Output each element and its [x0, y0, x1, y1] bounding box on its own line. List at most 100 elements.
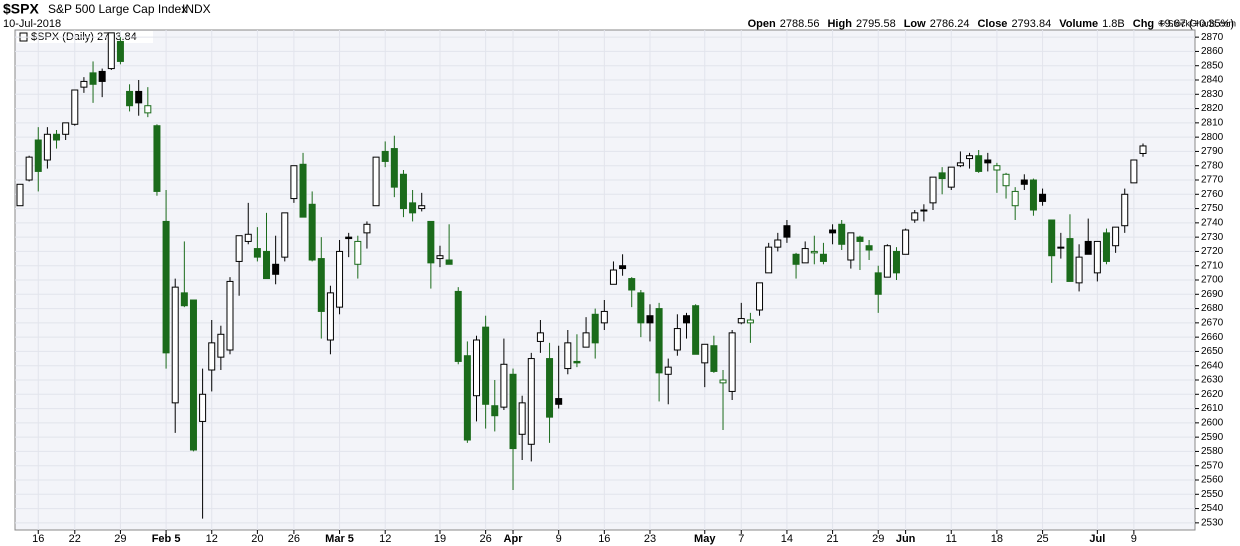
- candle-body: [810, 250, 818, 254]
- y-tick-label: 2820: [1201, 103, 1224, 114]
- x-tick-label: 19: [434, 533, 446, 545]
- candle-body: [682, 315, 690, 324]
- y-tick-label: 2570: [1201, 460, 1224, 471]
- candle-body: [847, 232, 855, 261]
- candle-body: [1057, 246, 1065, 249]
- header-value: 2793.84: [1011, 18, 1051, 30]
- candle-body: [1112, 226, 1120, 247]
- candle-body: [116, 40, 124, 62]
- candle-body: [710, 345, 718, 372]
- candle-body: [600, 310, 608, 324]
- candle-body: [208, 342, 216, 371]
- x-tick-label: 21: [826, 533, 838, 545]
- y-tick-label: 2730: [1201, 232, 1224, 243]
- y-tick-label: 2780: [1201, 160, 1224, 171]
- candle-body: [546, 358, 554, 418]
- y-tick-label: 2580: [1201, 446, 1224, 457]
- x-tick-label: May: [694, 533, 716, 545]
- y-tick-label: 2630: [1201, 375, 1224, 386]
- candle-body: [536, 332, 544, 342]
- candle-body: [372, 156, 380, 207]
- candle-body: [1029, 179, 1037, 211]
- candle-body: [326, 292, 334, 341]
- candle-body: [966, 155, 974, 160]
- candle-body: [217, 333, 225, 358]
- x-tick-label: 25: [1036, 533, 1048, 545]
- x-tick-label: Feb 5: [152, 533, 181, 545]
- x-tick-label: 23: [644, 533, 656, 545]
- candle-body: [701, 343, 709, 364]
- x-tick-label: 26: [288, 533, 300, 545]
- x-tick-label: Mar 5: [325, 533, 354, 545]
- candle-body: [482, 326, 490, 405]
- y-tick-label: 2870: [1201, 32, 1224, 43]
- candle-body: [1139, 145, 1147, 154]
- x-tick-label: 29: [114, 533, 126, 545]
- header-value: +9.67 (+0.35%): [1158, 18, 1234, 30]
- y-tick-label: 2610: [1201, 403, 1224, 414]
- candle-body: [98, 70, 106, 82]
- x-tick-label: 9: [1131, 533, 1137, 545]
- x-tick-label: 18: [991, 533, 1003, 545]
- candle-body: [153, 125, 161, 192]
- candle-body: [317, 258, 325, 312]
- header-label: Low: [904, 18, 926, 30]
- candle-body: [281, 212, 289, 258]
- candle-body: [500, 363, 508, 408]
- candle-body: [993, 165, 1001, 171]
- x-tick-label: 9: [556, 533, 562, 545]
- candle-body: [1084, 240, 1092, 255]
- y-tick-label: 2830: [1201, 89, 1224, 100]
- candle-body: [555, 398, 563, 405]
- candle-body: [418, 205, 426, 210]
- candle-body: [984, 159, 992, 164]
- candle-body: [253, 248, 261, 258]
- candle-body: [1011, 190, 1019, 207]
- x-tick-label: Apr: [504, 533, 524, 545]
- candle-body: [34, 139, 42, 172]
- candle-body: [409, 202, 417, 214]
- candle-body: [874, 272, 882, 295]
- index-name: S&P 500 Large Cap Index: [48, 2, 187, 16]
- candle-body: [491, 405, 499, 417]
- candle-body: [25, 156, 33, 181]
- y-tick-label: 2670: [1201, 317, 1224, 328]
- candle-body: [171, 286, 179, 404]
- y-tick-label: 2700: [1201, 275, 1224, 286]
- candle-body: [619, 265, 627, 270]
- candle-body: [180, 292, 188, 307]
- candle-body: [838, 223, 846, 245]
- candle-body: [226, 280, 234, 351]
- candle-body: [363, 223, 371, 234]
- y-tick-label: 2760: [1201, 189, 1224, 200]
- candle-body: [929, 176, 937, 204]
- candle-body: [62, 122, 70, 135]
- candle-body: [911, 212, 919, 221]
- candle-body: [126, 90, 134, 107]
- candle-body: [454, 290, 462, 362]
- symbol: $SPX: [3, 1, 39, 17]
- header-label: Chg: [1133, 18, 1154, 30]
- candle-body: [975, 155, 983, 172]
- x-tick-label: 7: [738, 533, 744, 545]
- candle-body: [1039, 193, 1047, 202]
- candle-body: [947, 166, 955, 188]
- candle-body: [692, 305, 700, 355]
- candle-body: [774, 239, 782, 248]
- candle-body: [1075, 256, 1083, 284]
- y-tick-label: 2540: [1201, 503, 1224, 514]
- candle-body: [509, 373, 517, 450]
- candle-body: [162, 220, 170, 354]
- candle-body: [728, 332, 736, 392]
- candle-body: [646, 315, 654, 324]
- y-tick-label: 2550: [1201, 489, 1224, 500]
- candle-body: [263, 250, 271, 280]
- candle-body: [345, 236, 353, 240]
- y-tick-label: 2590: [1201, 432, 1224, 443]
- candle-body: [1102, 232, 1110, 262]
- candle-body: [737, 318, 745, 324]
- candle-body: [16, 183, 24, 207]
- candle-body: [746, 319, 754, 324]
- candle-body: [272, 263, 280, 275]
